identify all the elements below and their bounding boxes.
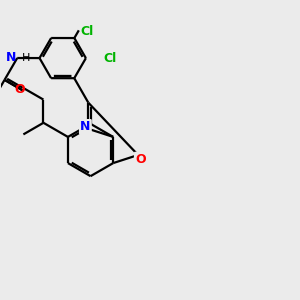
Text: N: N bbox=[6, 51, 16, 64]
Text: Cl: Cl bbox=[80, 25, 94, 38]
Text: O: O bbox=[14, 82, 25, 96]
Text: Cl: Cl bbox=[104, 52, 117, 65]
Text: O: O bbox=[135, 153, 146, 166]
Text: N: N bbox=[80, 120, 91, 133]
Text: -H: -H bbox=[19, 53, 31, 63]
